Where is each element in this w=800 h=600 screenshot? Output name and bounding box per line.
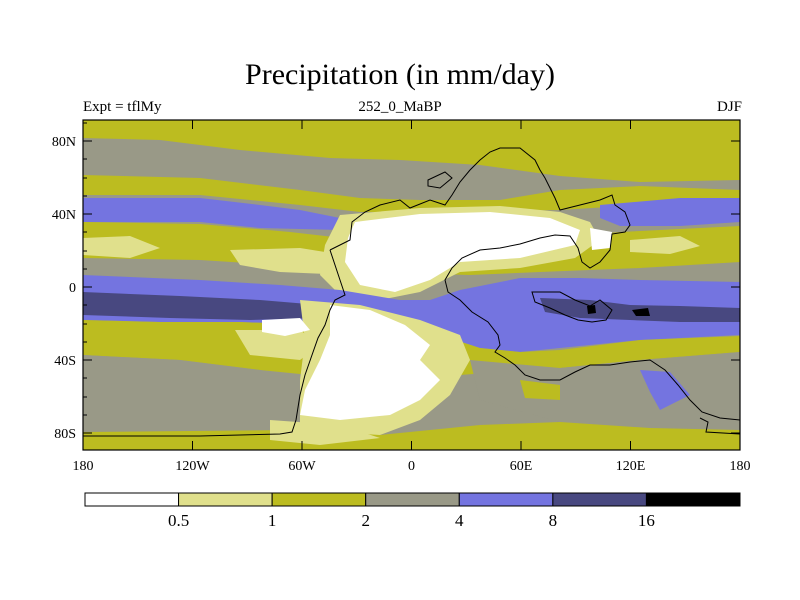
lat-axis bbox=[83, 122, 740, 434]
plot-title: Precipitation (in mm/day) bbox=[245, 58, 555, 91]
lon-label: 60E bbox=[510, 459, 533, 474]
lat-label: 40N bbox=[52, 208, 76, 223]
colorbar-label: 4 bbox=[455, 511, 464, 530]
colorbar-label: 16 bbox=[638, 511, 655, 530]
colorbar-bin bbox=[645, 492, 741, 507]
contour-field bbox=[83, 120, 740, 450]
colorbar-bin bbox=[178, 492, 273, 507]
band-desert-south bbox=[300, 305, 440, 420]
lon-label: 180 bbox=[730, 459, 751, 474]
season-label: DJF bbox=[716, 99, 742, 115]
lon-label: 120E bbox=[616, 459, 646, 474]
lon-label: 60W bbox=[288, 459, 316, 474]
experiment-label: Expt = tflMy bbox=[83, 99, 162, 115]
band-equatorial-dark bbox=[83, 292, 320, 320]
lat-label: 80S bbox=[54, 427, 76, 442]
band-desert-north bbox=[345, 212, 580, 292]
lon-axis bbox=[82, 120, 631, 450]
lat-label: 0 bbox=[69, 281, 76, 296]
band-equatorial-blue bbox=[83, 275, 740, 352]
colorbar-bin bbox=[271, 492, 367, 507]
band-north-blue bbox=[83, 198, 360, 230]
band-max-precip bbox=[632, 308, 650, 316]
colorbar-bin bbox=[365, 492, 460, 507]
lon-labels: 180 120W 60W 0 60E 120E 180 bbox=[73, 459, 751, 474]
lat-label: 80N bbox=[52, 135, 76, 150]
colorbar-bin bbox=[458, 492, 554, 507]
coastline bbox=[83, 147, 741, 437]
lon-label: 120W bbox=[175, 459, 210, 474]
lon-label: 180 bbox=[73, 459, 94, 474]
lat-label: 40S bbox=[54, 354, 76, 369]
lat-labels: 80N 40N 0 40S 80S bbox=[52, 135, 76, 442]
lon-label: 0 bbox=[408, 459, 415, 474]
band-north-olive bbox=[83, 120, 740, 182]
colorbar-bin bbox=[552, 492, 647, 507]
colorbar-label: 2 bbox=[361, 511, 370, 530]
colorbar-label: 0.5 bbox=[168, 511, 189, 530]
colorbar-label: 1 bbox=[268, 511, 277, 530]
colorbar: 0.5 1 2 4 8 16 bbox=[84, 492, 741, 530]
time-label: 252_0_MaBP bbox=[358, 99, 442, 115]
colorbar-bin bbox=[84, 492, 180, 507]
colorbar-label: 8 bbox=[549, 511, 558, 530]
